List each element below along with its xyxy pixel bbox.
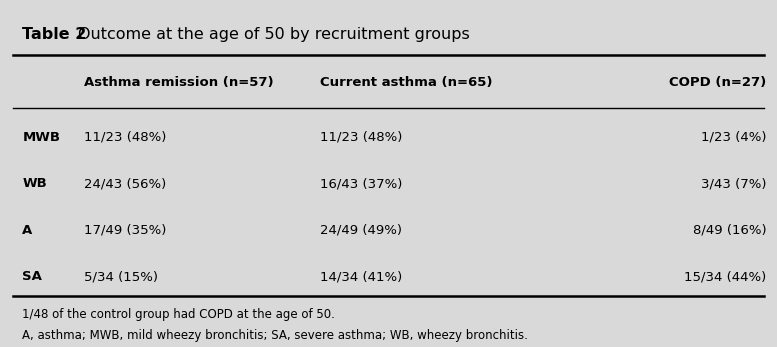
Text: Table 2: Table 2 (23, 27, 87, 42)
Text: Asthma remission (n=57): Asthma remission (n=57) (84, 76, 274, 89)
Text: Outcome at the age of 50 by recruitment groups: Outcome at the age of 50 by recruitment … (78, 27, 470, 42)
Text: 24/43 (56%): 24/43 (56%) (84, 177, 166, 190)
Text: WB: WB (23, 177, 47, 190)
Text: 8/49 (16%): 8/49 (16%) (692, 224, 766, 237)
Text: SA: SA (23, 270, 42, 283)
Text: 3/43 (7%): 3/43 (7%) (701, 177, 766, 190)
Text: Current asthma (n=65): Current asthma (n=65) (320, 76, 493, 89)
Text: A, asthma; MWB, mild wheezy bronchitis; SA, severe asthma; WB, wheezy bronchitis: A, asthma; MWB, mild wheezy bronchitis; … (23, 329, 528, 342)
Text: 14/34 (41%): 14/34 (41%) (320, 270, 402, 283)
Text: 1/23 (4%): 1/23 (4%) (701, 131, 766, 144)
Text: 17/49 (35%): 17/49 (35%) (84, 224, 166, 237)
Text: 11/23 (48%): 11/23 (48%) (84, 131, 166, 144)
Text: COPD (n=27): COPD (n=27) (669, 76, 766, 89)
Text: MWB: MWB (23, 131, 61, 144)
Text: 11/23 (48%): 11/23 (48%) (320, 131, 402, 144)
Text: 15/34 (44%): 15/34 (44%) (684, 270, 766, 283)
Text: 24/49 (49%): 24/49 (49%) (320, 224, 402, 237)
Text: 16/43 (37%): 16/43 (37%) (320, 177, 402, 190)
Text: 1/48 of the control group had COPD at the age of 50.: 1/48 of the control group had COPD at th… (23, 308, 335, 321)
Text: 5/34 (15%): 5/34 (15%) (84, 270, 159, 283)
Text: A: A (23, 224, 33, 237)
